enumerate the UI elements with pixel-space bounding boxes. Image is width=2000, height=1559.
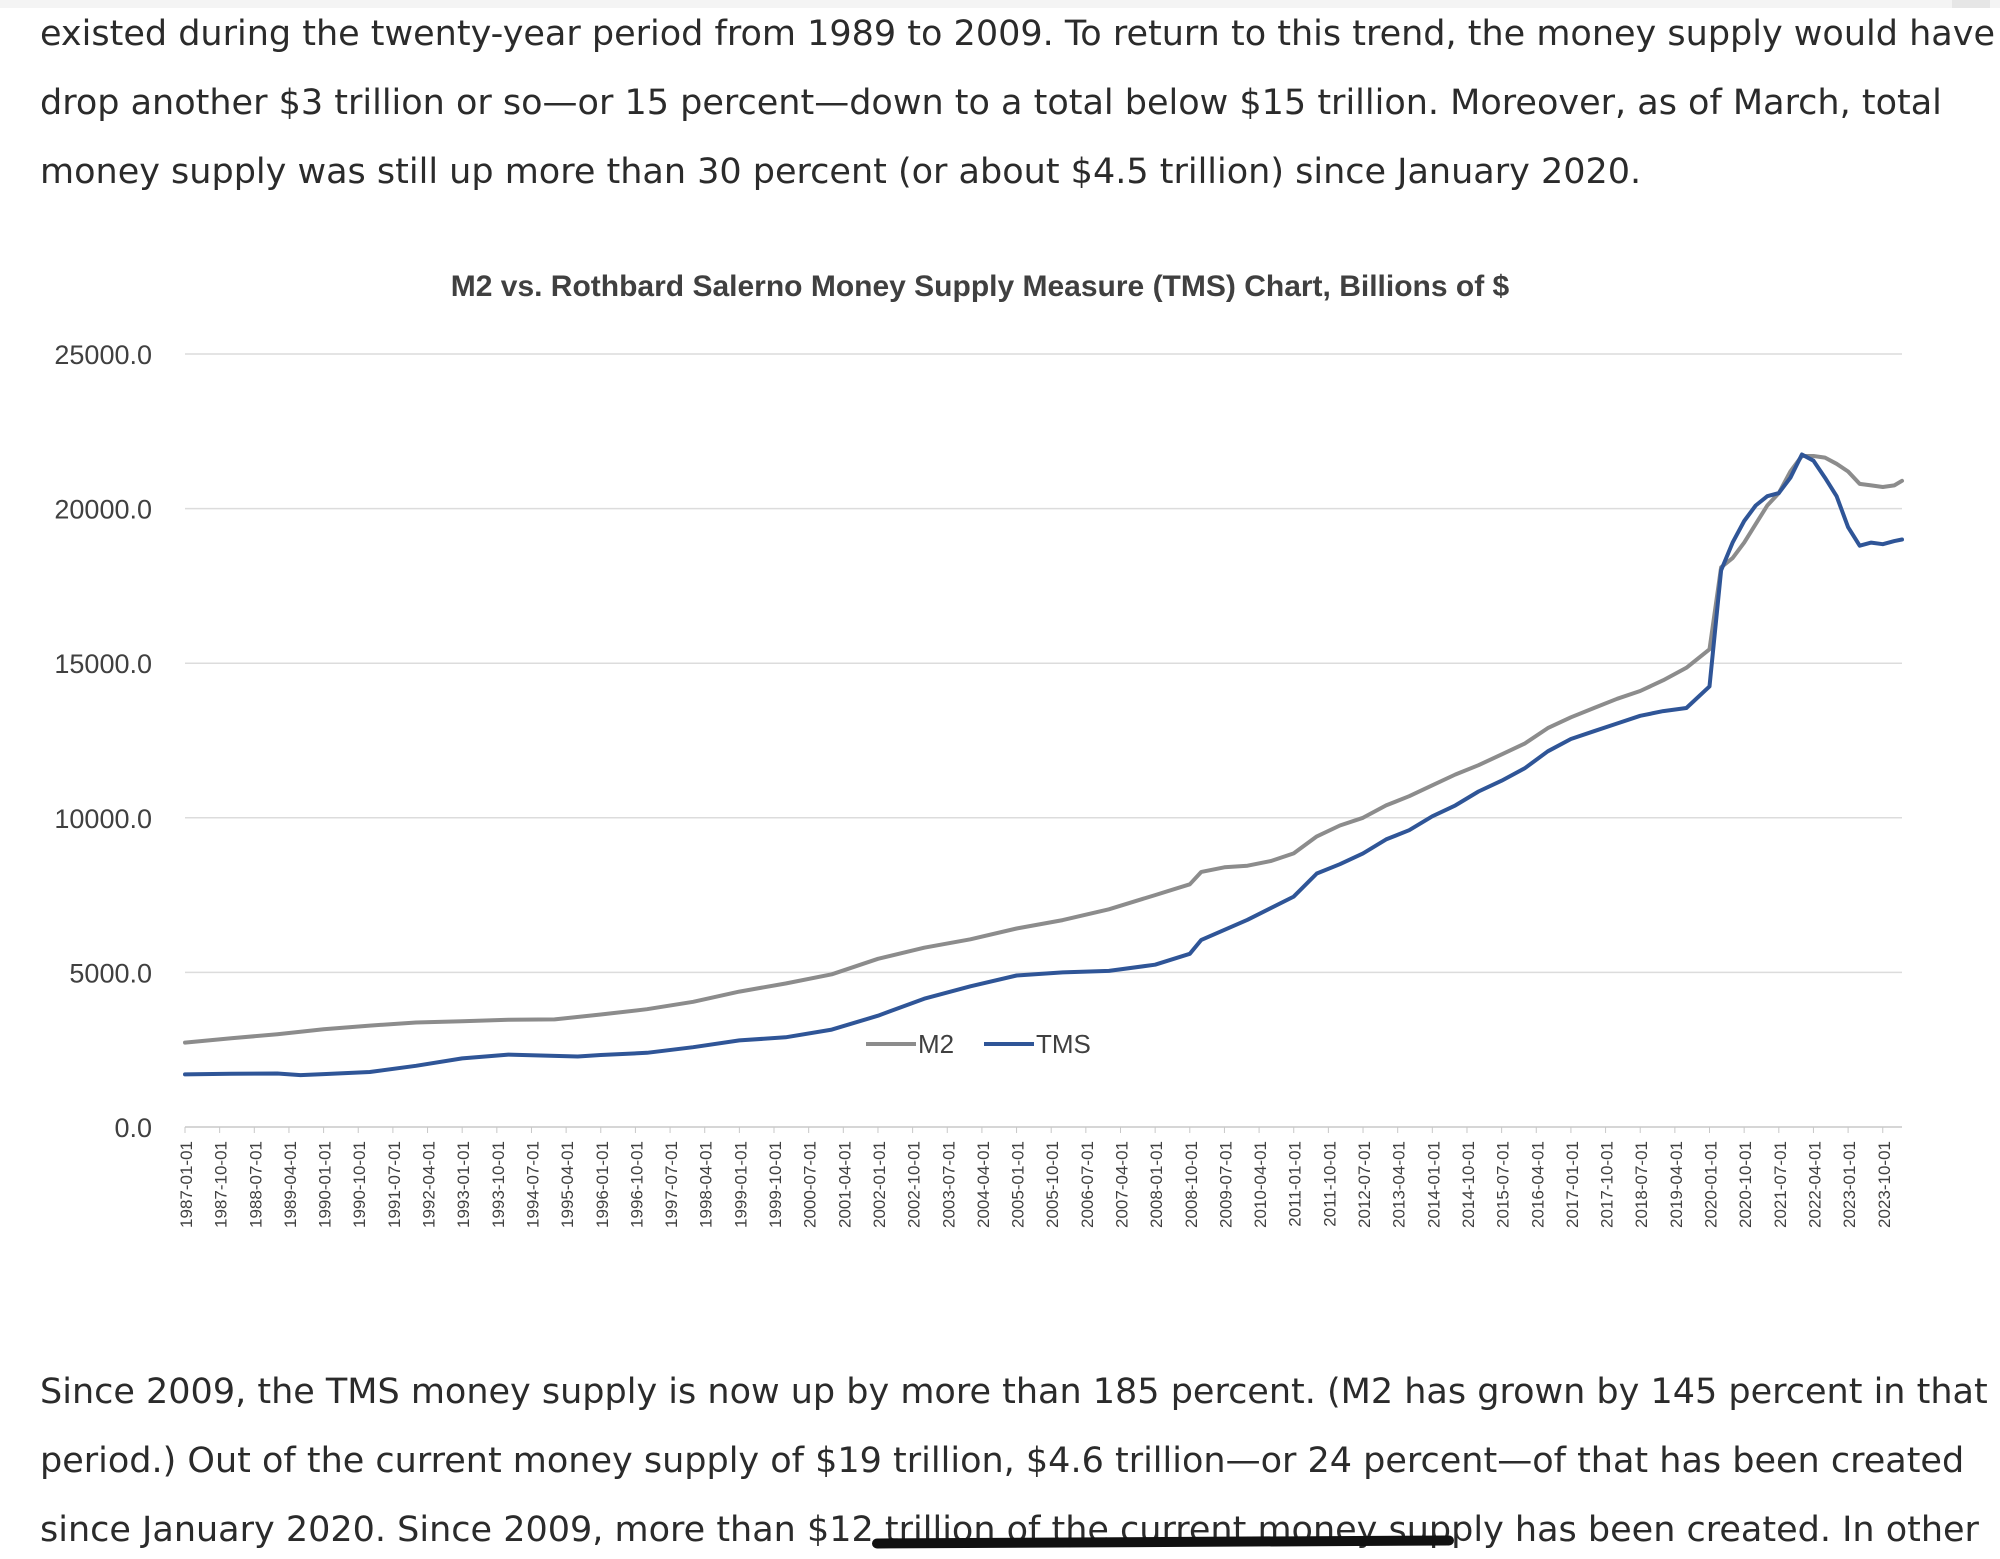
paragraph-line: drop another $3 trillion or so—or 15 per… [40, 83, 1942, 123]
x-tick-label: 2023-10-01 [1875, 1141, 1894, 1228]
x-tick-label: 2010-04-01 [1251, 1141, 1270, 1228]
x-tick-label: 2017-01-01 [1563, 1141, 1582, 1228]
paragraph-line: since January 2020. Since 2009, more tha… [40, 1510, 1979, 1550]
x-tick-label: 2008-01-01 [1147, 1141, 1166, 1228]
x-tick-label: 1992-04-01 [420, 1141, 439, 1228]
scroll-indicator[interactable] [1952, 0, 1990, 8]
x-tick-label: 1999-01-01 [731, 1141, 750, 1228]
paragraph-line: Since 2009, the TMS money supply is now … [40, 1372, 1988, 1412]
legend-label-m2: M2 [918, 1029, 954, 1059]
browser-top-strip [0, 0, 2000, 8]
x-tick-label: 2013-04-01 [1390, 1141, 1409, 1228]
x-tick-label: 1993-10-01 [489, 1141, 508, 1228]
x-tick-label: 2015-07-01 [1494, 1141, 1513, 1228]
x-tick-label: 2019-04-01 [1667, 1141, 1686, 1228]
x-tick-label: 2018-07-01 [1632, 1141, 1651, 1228]
paragraph-line: money supply was still up more than 30 p… [40, 152, 1642, 192]
x-tick-label: 2005-10-01 [1043, 1141, 1062, 1228]
x-tick-label: 2014-10-01 [1459, 1141, 1478, 1228]
paragraph-line: period.) Out of the current money supply… [40, 1441, 1965, 1481]
x-tick-label: 2020-01-01 [1702, 1141, 1721, 1228]
x-tick-label: 1990-10-01 [350, 1141, 369, 1228]
legend-label-tms: TMS [1036, 1029, 1091, 1059]
x-tick-label: 2003-07-01 [939, 1141, 958, 1228]
x-tick-label: 2002-01-01 [870, 1141, 889, 1228]
x-tick-label: 1996-10-01 [627, 1141, 646, 1228]
x-tick-label: 2004-04-01 [974, 1141, 993, 1228]
x-tick-label: 2009-07-01 [1216, 1141, 1235, 1228]
x-tick-label: 1993-01-01 [454, 1141, 473, 1228]
x-tick-label: 2017-10-01 [1598, 1141, 1617, 1228]
x-tick-label: 1996-01-01 [593, 1141, 612, 1228]
x-tick-label: 1999-10-01 [766, 1141, 785, 1228]
x-tick-label: 2001-04-01 [835, 1141, 854, 1228]
x-tick-label: 1987-10-01 [212, 1141, 231, 1228]
x-tick-label: 2022-04-01 [1805, 1141, 1824, 1228]
y-tick-label: 25000.0 [54, 340, 152, 370]
x-tick-label: 1994-07-01 [523, 1141, 542, 1228]
y-tick-label: 20000.0 [54, 495, 152, 525]
x-tick-label: 2006-07-01 [1078, 1141, 1097, 1228]
money-supply-chart: M2 vs. Rothbard Salerno Money Supply Mea… [0, 250, 2000, 1320]
paragraph-bottom: Since 2009, the TMS money supply is now … [40, 1358, 1988, 1559]
x-tick-label: 2000-07-01 [801, 1141, 820, 1228]
x-tick-label: 1988-07-01 [246, 1141, 265, 1228]
paragraph-line: existed during the twenty-year period fr… [40, 14, 2000, 54]
x-tick-label: 1991-07-01 [385, 1141, 404, 1228]
x-tick-label: 1989-04-01 [281, 1141, 300, 1228]
x-tick-label: 2014-01-01 [1424, 1141, 1443, 1228]
x-tick-label: 2007-04-01 [1112, 1141, 1131, 1228]
x-tick-label: 2005-01-01 [1009, 1141, 1028, 1228]
chart-title: M2 vs. Rothbard Salerno Money Supply Mea… [451, 270, 1510, 303]
y-tick-label: 15000.0 [54, 649, 152, 679]
x-tick-label: 2020-10-01 [1736, 1141, 1755, 1228]
x-tick-label: 2021-07-01 [1771, 1141, 1790, 1228]
series-line-m2 [183, 454, 1904, 1045]
paragraph-top: existed during the twenty-year period fr… [40, 0, 2000, 207]
y-tick-label: 0.0 [114, 1113, 152, 1143]
x-tick-label: 2016-04-01 [1528, 1141, 1547, 1228]
x-tick-label: 2023-01-01 [1840, 1141, 1859, 1228]
x-tick-label: 1990-01-01 [316, 1141, 335, 1228]
series-line-tms [183, 452, 1904, 1078]
x-tick-label: 2002-10-01 [905, 1141, 924, 1228]
x-tick-label: 1998-04-01 [697, 1141, 716, 1228]
y-tick-label: 10000.0 [54, 804, 152, 834]
x-tick-label: 2012-07-01 [1355, 1141, 1374, 1228]
x-tick-label: 2011-10-01 [1320, 1141, 1339, 1227]
x-tick-label: 1997-07-01 [662, 1141, 681, 1228]
x-tick-label: 2011-01-01 [1286, 1141, 1305, 1227]
x-tick-label: 2008-10-01 [1182, 1141, 1201, 1228]
x-tick-label: 1987-01-01 [177, 1141, 196, 1228]
chart-canvas: M2 vs. Rothbard Salerno Money Supply Mea… [54, 270, 1904, 1228]
y-tick-label: 5000.0 [69, 958, 152, 988]
x-tick-label: 1995-04-01 [558, 1141, 577, 1228]
